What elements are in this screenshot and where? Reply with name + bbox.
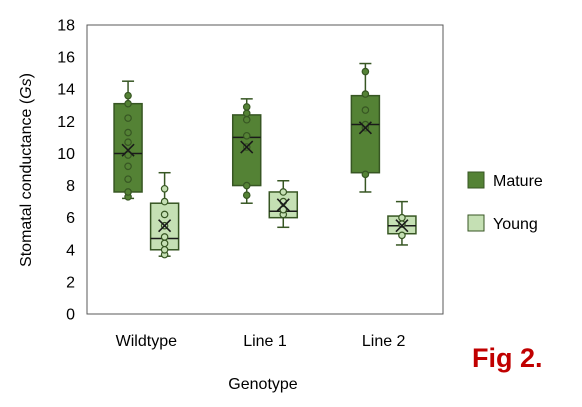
data-point: [124, 175, 132, 183]
y-axis-ticks: 0 2 4 6 8 10 12 14 16 18: [57, 18, 75, 324]
data-point: [124, 188, 132, 196]
box-young: [149, 171, 180, 259]
data-point: [124, 114, 132, 122]
data-point: [361, 106, 370, 114]
mean-marker: [158, 219, 172, 233]
legend-label-mature: Mature: [493, 173, 543, 190]
y-tick-label: 18: [57, 18, 75, 35]
x-axis-categories: Wildtype Line 1 Line 2: [116, 333, 406, 350]
data-point: [160, 184, 169, 193]
data-point: [242, 191, 251, 199]
data-point: [160, 210, 169, 219]
data-point: [124, 91, 132, 100]
legend: Mature Young: [467, 171, 543, 233]
y-tick-label: 4: [66, 242, 75, 259]
box-mature: [113, 80, 143, 201]
y-tick-label: 10: [57, 146, 75, 163]
x-category-label: Line 1: [243, 333, 287, 350]
x-axis-title: Genotype: [228, 376, 297, 393]
data-point: [242, 115, 251, 124]
box-mature: [231, 98, 262, 204]
mean-marker: [395, 219, 409, 233]
legend-swatch-mature: [467, 171, 485, 189]
data-point: [398, 231, 406, 240]
mean-marker: [121, 143, 135, 157]
y-tick-label: 8: [66, 178, 75, 195]
data-point: [242, 103, 251, 111]
data-point: [279, 205, 288, 214]
y-axis-title-suffix: ): [18, 73, 35, 78]
data-point: [124, 128, 132, 137]
data-point: [160, 197, 169, 206]
data-point: [279, 188, 288, 196]
x-category-label: Line 2: [362, 333, 406, 350]
data-point: [398, 213, 406, 222]
box-young: [268, 179, 299, 229]
plot-area-frame: [86, 24, 444, 315]
data-point: [361, 90, 370, 98]
data-point: [160, 239, 169, 248]
data-point: [361, 67, 370, 76]
y-axis-title-text: Stomatal conductance (: [18, 98, 35, 267]
y-tick-label: 14: [57, 82, 75, 99]
figure-label: Fig 2.: [472, 343, 543, 373]
data-point: [160, 233, 169, 241]
y-tick-label: 16: [57, 50, 75, 67]
data-point: [124, 138, 132, 147]
data-point: [242, 181, 251, 190]
mean-marker: [358, 121, 372, 135]
data-point: [124, 151, 132, 159]
y-axis-title: Stomatal conductance (Gs): [18, 73, 35, 267]
y-tick-label: 2: [66, 274, 75, 291]
data-point: [124, 99, 132, 108]
y-tick-label: 0: [66, 307, 75, 324]
box-mature: [350, 62, 381, 193]
mean-marker: [240, 140, 254, 154]
data-point: [124, 162, 132, 171]
box-series-group: [113, 62, 417, 259]
box-young: [387, 200, 417, 246]
data-point: [361, 170, 370, 179]
data-point: [160, 245, 169, 254]
mean-marker: [276, 198, 290, 212]
legend-swatch-young: [467, 214, 485, 232]
legend-label-young: Young: [493, 216, 538, 233]
y-tick-label: 6: [66, 210, 75, 227]
x-category-label: Wildtype: [116, 333, 177, 350]
y-tick-label: 12: [57, 114, 75, 131]
y-axis-title-italic: Gs: [18, 78, 35, 98]
data-point: [242, 131, 251, 140]
data-point: [242, 109, 251, 118]
